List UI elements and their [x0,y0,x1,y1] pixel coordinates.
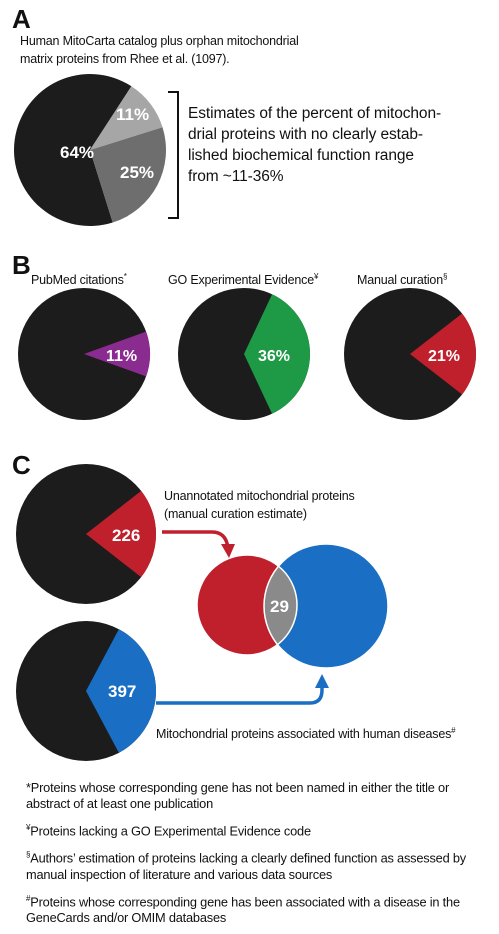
panel-b-pie-pubmed: 11% [18,288,150,420]
pie-a-label-25: 25% [120,163,154,182]
pie-b1-title: PubMed citations* [31,272,127,287]
panel-c-label-top-line2: (manual curation estimate) [164,507,307,521]
footnote-3: §Authors’ estimation of proteins lacking… [26,847,496,882]
footnote-2: ¥Proteins lacking a GO Experimental Evid… [26,820,496,839]
venn-overlap-label: 29 [270,597,289,616]
panel-a-pie: 64% 11% 25% [14,74,166,226]
footnote-3-line1: §Authors’ estimation of proteins lacking… [26,847,496,866]
arrow-blue [156,674,329,703]
pie-b3-title: Manual curation§ [357,272,447,287]
pie-a-label-11: 11% [116,105,149,124]
panel-b-pie-manual: 21% [344,288,476,420]
panel-c-pie-top: 226 [16,464,156,604]
footnote-1-line1: *Proteins whose corresponding gene has n… [26,780,496,796]
panel-a-bracket [168,92,178,218]
panel-a-note-line1: Estimates of the percent of mitochon- [188,103,493,124]
arrow-blue-head [315,674,329,688]
panel-c-letter: C [12,452,31,478]
footnote-4-line1: #Proteins whose corresponding gene has b… [26,891,496,910]
pie-c-top-label: 226 [112,526,140,545]
footnote-1: *Proteins whose corresponding gene has n… [26,780,496,812]
footnote-2-line1: ¥Proteins lacking a GO Experimental Evid… [26,820,496,839]
pie-c-bottom-label: 397 [108,682,136,701]
pie-b2-title: GO Experimental Evidence¥ [168,272,318,287]
pie-b3-label: 21% [428,348,460,365]
panel-c-pie-bottom: 397 [16,621,156,761]
pie-b2-label: 36% [258,348,290,365]
panel-a-note-line2: drial proteins with no clearly estab- [188,124,493,145]
footnotes: *Proteins whose corresponding gene has n… [26,780,496,926]
venn-diagram: 29 [197,544,388,668]
footnote-3-line2: manual inspection of literature and vari… [26,867,496,883]
arrow-red-head [221,544,235,558]
panel-c-label-bottom: Mitochondrial proteins associated with h… [156,726,455,741]
panel-b-pie-go: 36% [178,288,310,420]
footnote-1-line2: abstract of at least one publication [26,796,496,812]
footnote-4: #Proteins whose corresponding gene has b… [26,891,496,926]
panel-a-note: Estimates of the percent of mitochon- dr… [188,103,493,187]
panel-c-label-top-line1: Unannotated mitochondrial proteins [164,489,355,503]
pie-a-label-64: 64% [60,143,94,162]
panel-b-letter: B [12,252,31,278]
footnote-4-line2: GeneCards and/or OMIM databases [26,910,496,926]
pie-b1-label: 11% [106,348,137,365]
panel-a-note-line3: lished biochemical function range [188,145,493,166]
panel-a-note-line4: from ~11-36% [188,166,493,187]
arrow-red [162,532,235,558]
